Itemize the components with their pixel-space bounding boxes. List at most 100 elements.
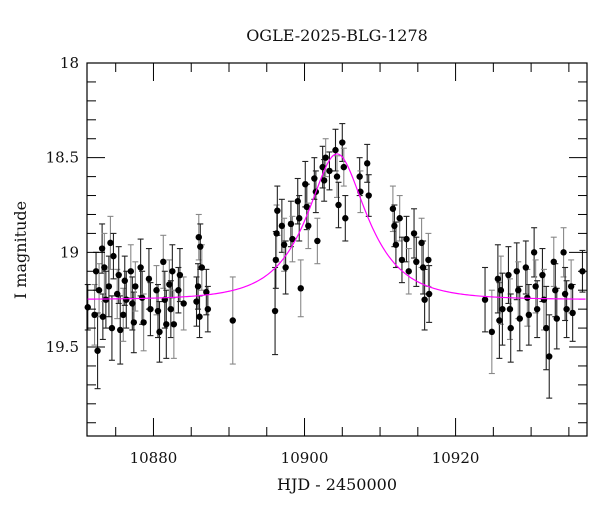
data-point — [278, 222, 286, 230]
data-point — [105, 283, 113, 290]
data-point — [507, 324, 514, 332]
y-tick-label: 18.5 — [46, 149, 79, 167]
data-point — [282, 264, 289, 271]
y-axis-ticks — [87, 62, 587, 424]
data-point — [203, 288, 210, 296]
data-point — [540, 296, 548, 303]
data-point — [419, 264, 427, 271]
data-point — [99, 313, 107, 320]
data-point — [326, 167, 333, 175]
data-point — [488, 328, 496, 336]
data-point — [121, 277, 128, 284]
data-point — [543, 324, 550, 332]
data-point — [425, 256, 432, 264]
x-tick-label: 10880 — [130, 449, 178, 467]
data-point — [392, 241, 400, 248]
data-point — [532, 283, 539, 290]
data-point — [418, 239, 425, 247]
data-point — [114, 290, 121, 298]
data-point — [180, 300, 187, 307]
data-point — [496, 317, 503, 324]
data-point — [107, 239, 114, 247]
x-axis-label: HJD - 2450000 — [277, 475, 397, 494]
data-points — [84, 139, 586, 360]
data-point — [98, 245, 106, 252]
data-point — [123, 296, 130, 303]
data-point — [410, 230, 418, 237]
data-point — [522, 264, 530, 271]
data-point — [335, 201, 342, 209]
y-tick-label: 19.5 — [46, 338, 79, 356]
data-point — [273, 230, 280, 237]
data-point — [193, 298, 200, 305]
data-point — [340, 163, 347, 171]
data-point — [102, 296, 110, 303]
data-point — [303, 203, 310, 211]
data-point — [138, 294, 146, 301]
x-tick-label: 10900 — [281, 449, 329, 467]
data-point — [274, 207, 281, 214]
data-point — [320, 177, 328, 184]
data-point — [497, 287, 505, 294]
plot-frame — [86, 62, 588, 437]
data-point — [560, 249, 567, 256]
data-point — [311, 175, 318, 182]
data-point — [305, 222, 312, 230]
data-point — [137, 264, 144, 271]
error-bars — [84, 123, 586, 399]
data-point — [494, 275, 502, 283]
data-point — [287, 220, 295, 228]
y-tick-label: 19 — [60, 243, 79, 261]
data-point — [505, 271, 512, 279]
model-fit-curve — [86, 153, 586, 300]
data-point — [129, 300, 136, 307]
data-point — [271, 307, 279, 315]
data-point — [280, 241, 288, 248]
data-point — [108, 324, 116, 332]
data-point — [356, 173, 363, 180]
data-point — [425, 290, 433, 298]
data-point — [546, 353, 553, 360]
data-point — [398, 256, 406, 264]
data-point — [516, 315, 523, 322]
data-point — [569, 309, 576, 317]
data-point — [204, 305, 212, 313]
data-point — [322, 154, 329, 161]
data-point — [229, 317, 236, 324]
data-point — [515, 287, 522, 294]
data-point — [195, 233, 202, 241]
data-point — [302, 180, 309, 188]
data-point — [153, 287, 160, 294]
data-point — [194, 283, 202, 290]
data-point — [196, 313, 203, 320]
data-point — [166, 281, 173, 288]
data-point — [525, 311, 533, 319]
data-point — [101, 264, 108, 271]
data-point — [421, 296, 428, 303]
data-point — [91, 311, 98, 319]
data-point — [513, 268, 520, 275]
data-point — [499, 305, 506, 313]
x-axis-ticks — [115, 63, 570, 436]
data-point — [405, 268, 412, 275]
data-point — [333, 173, 341, 180]
data-point — [289, 235, 296, 243]
data-point — [117, 326, 124, 334]
data-point — [115, 271, 122, 279]
data-point — [120, 311, 127, 319]
y-tick-label: 18 — [60, 54, 79, 72]
data-point — [319, 163, 326, 171]
data-point — [163, 321, 170, 328]
x-axis-tick-labels: 10880 10900 10920 — [130, 449, 480, 467]
data-point — [160, 258, 167, 266]
data-point — [552, 287, 559, 294]
data-point — [506, 305, 514, 313]
data-point — [176, 271, 184, 279]
data-point — [339, 139, 346, 146]
data-point — [175, 287, 182, 294]
data-point — [553, 315, 560, 322]
data-point — [140, 319, 147, 326]
plot-area — [84, 123, 586, 399]
data-point — [198, 264, 206, 271]
data-point — [391, 222, 398, 230]
